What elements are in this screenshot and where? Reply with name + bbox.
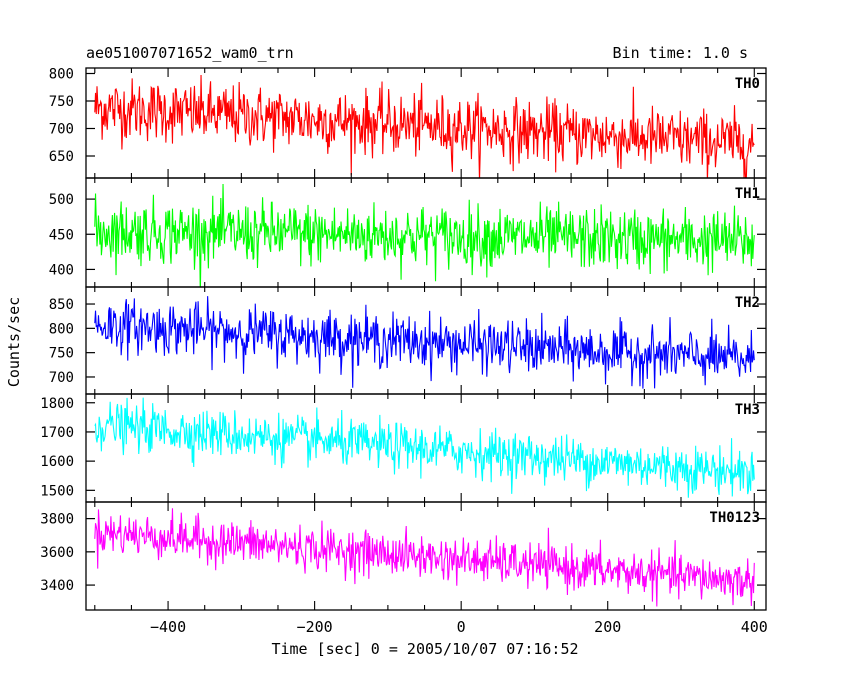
panel-frame [85,501,767,611]
panel-th0: 650 700 750 800 TH0 [49,67,767,179]
y-tick-label: 800 [49,67,74,83]
y-tick-label: 700 [49,122,74,138]
y-tick-label: 700 [49,370,74,386]
y-tick-label: 3800 [40,512,74,528]
series-line-th2 [94,296,755,389]
plot-title: ae051007071652_wam0_trn [86,44,294,62]
series-line-th0123 [94,508,755,607]
x-tick-label: −200 [297,618,333,636]
y-tick-label: 1600 [40,454,74,470]
x-tick-label: −400 [150,618,186,636]
y-tick-label: 3600 [40,545,74,561]
panel-label-th2: TH2 [735,295,760,311]
panel-th3: 1500 1600 1700 1800 TH3 [40,393,767,503]
y-tick-label: 500 [49,192,74,208]
x-axis-label: Time [sec] 0 = 2005/10/07 07:16:52 [271,640,579,658]
y-tick-label: 3400 [40,578,74,594]
series-line-th0 [94,74,755,178]
x-tick-label: 400 [741,618,768,636]
panel-label-th0: TH0 [735,76,760,92]
panel-label-th3: TH3 [735,402,760,418]
y-axis-label: Counts/sec [5,296,23,388]
series-line-th3 [94,397,755,498]
y-tick-label: 1500 [40,483,74,499]
y-tick-label: 800 [49,321,74,337]
y-tick-label: 1800 [40,396,74,412]
y-tick-label: 750 [49,346,74,362]
x-tick-label: 0 [457,618,466,636]
panel-th1: 400 450 500 TH1 [49,177,767,288]
panel-th2: 700 750 800 850 TH2 [49,286,767,395]
y-tick-label: 750 [49,94,74,110]
y-tick-label: 650 [49,149,74,165]
y-tick-label: 450 [49,227,74,243]
bin-time-label: Bin time: 1.0 s [612,44,748,62]
panel-label-th1: TH1 [735,186,760,202]
x-tick-label: 200 [594,618,621,636]
panel-th0123: 3400 3600 3800 TH0123 [40,501,767,611]
panel-label-th0123: TH0123 [709,510,760,526]
y-tick-label: 1700 [40,425,74,441]
y-tick-label: 400 [49,262,74,278]
y-tick-label: 850 [49,297,74,313]
series-line-th1 [94,183,755,287]
